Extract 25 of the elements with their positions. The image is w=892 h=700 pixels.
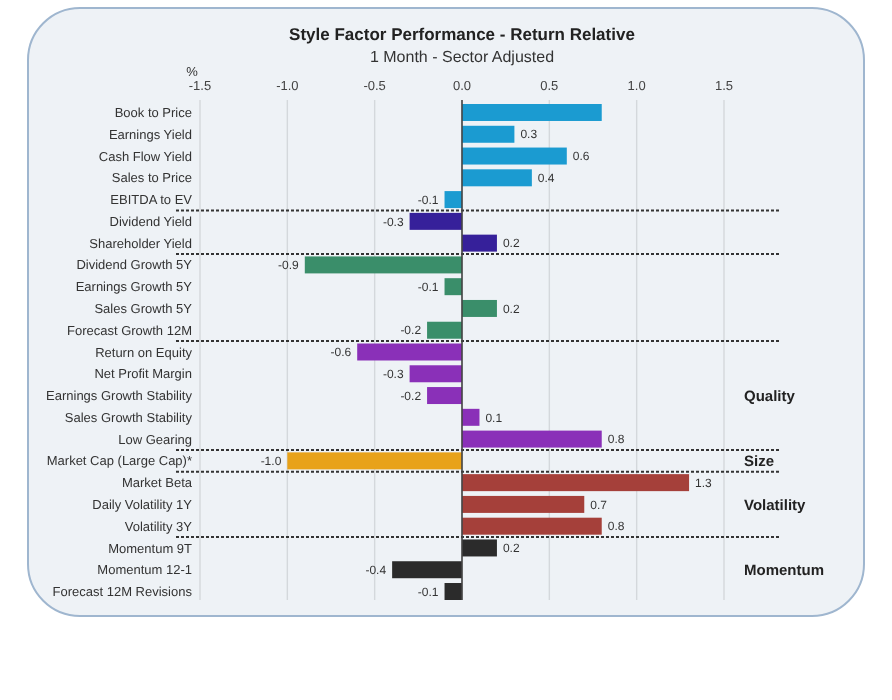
bar: [392, 561, 462, 579]
chart-subtitle: 1 Month - Sector Adjusted: [369, 48, 555, 66]
bar: [427, 321, 462, 339]
bar: [462, 169, 532, 187]
bar: [444, 278, 462, 296]
bar: [427, 387, 462, 405]
bar: [444, 583, 462, 600]
bar: [462, 539, 497, 557]
bar: [357, 343, 462, 361]
bar: [462, 408, 480, 426]
bar: [462, 104, 602, 121]
bar: [462, 234, 497, 252]
chart-title: Style Factor Performance - Return Relative: [289, 24, 636, 44]
bar: [462, 125, 515, 143]
bar: [462, 147, 567, 165]
bar: [287, 452, 462, 470]
bar: [462, 495, 585, 513]
bar: [409, 365, 462, 383]
bar: [462, 517, 602, 535]
bar: [462, 299, 497, 317]
bar: [409, 212, 462, 230]
bar: [444, 191, 462, 209]
bar: [462, 430, 602, 448]
bar: [462, 474, 690, 492]
bar: [304, 256, 462, 274]
